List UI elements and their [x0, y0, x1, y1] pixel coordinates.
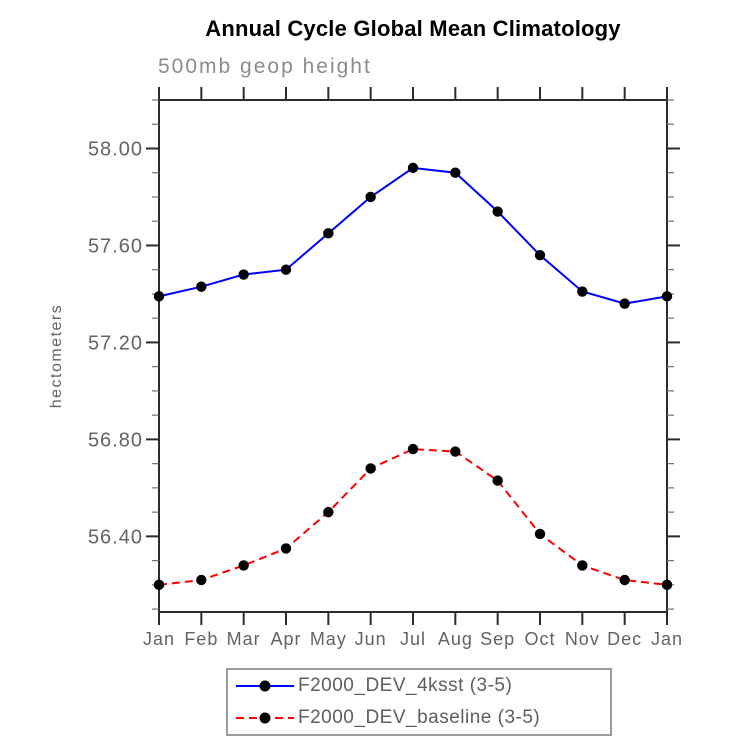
data-point-marker-1: [407, 443, 419, 455]
data-point-marker-0: [323, 228, 334, 239]
plot-frame: [158, 99, 668, 613]
data-point-marker-1: [238, 560, 249, 571]
legend-entry-4ksst: F2000_DEV_4ksst (3-5): [228, 671, 610, 701]
legend-entry-baseline: F2000_DEV_baseline (3-5): [228, 703, 610, 733]
data-point-marker-0: [153, 291, 165, 302]
chart-title: Annual Cycle Global Mean Climatology: [205, 16, 621, 41]
legend-label-baseline: F2000_DEV_baseline (3-5): [298, 706, 541, 728]
y-tick-label: 57.20: [88, 332, 143, 354]
data-point-marker-1: [577, 560, 588, 571]
legend: F2000_DEV_4ksst (3-5) F2000_DEV_baseline…: [226, 668, 612, 736]
data-point-marker-1: [365, 463, 376, 474]
data-point-marker-1: [534, 528, 546, 540]
data-point-marker-1: [280, 543, 292, 554]
data-point-marker-1: [661, 579, 673, 591]
chart-subtitle: 500mb geop height: [158, 55, 372, 78]
y-tick-label: 58.00: [88, 138, 143, 160]
x-tick-label: Dec: [607, 629, 642, 649]
data-point-marker-0: [661, 291, 673, 302]
data-point-marker-0: [534, 249, 546, 261]
series-line-1: [158, 448, 668, 586]
data-point-marker-0: [492, 206, 503, 217]
data-point-marker-0: [365, 191, 376, 203]
data-point-marker-0: [450, 167, 461, 178]
x-tick-label: Jan: [651, 629, 683, 649]
data-point-marker-1: [196, 574, 207, 586]
x-tick-label: Jul: [400, 629, 426, 649]
data-point-marker-0: [577, 286, 588, 297]
x-tick-label: May: [310, 629, 347, 649]
x-tick-label: Aug: [438, 629, 473, 649]
x-tick-label: Mar: [227, 629, 261, 649]
data-point-marker-0: [196, 281, 207, 292]
data-point-marker-1: [492, 475, 503, 486]
x-tick-label: Feb: [184, 629, 218, 649]
data-point-marker-1: [619, 574, 630, 586]
data-point-marker-0: [619, 298, 630, 309]
x-tick-label: Oct: [524, 629, 555, 649]
data-point-marker-1: [323, 506, 334, 518]
x-tick-label: Jun: [355, 629, 387, 649]
data-point-marker-0: [238, 269, 249, 280]
y-tick-label: 57.60: [88, 235, 143, 257]
series-line-0: [158, 166, 668, 305]
data-point-marker-1: [153, 579, 165, 591]
x-tick-label: Jan: [143, 629, 175, 649]
x-tick-label: Nov: [565, 629, 600, 649]
y-tick-label: 56.40: [88, 526, 143, 548]
data-point-marker-1: [450, 446, 461, 457]
data-point-marker-0: [280, 264, 292, 275]
x-tick-label: Apr: [270, 629, 301, 649]
legend-label-4ksst: F2000_DEV_4ksst (3-5): [298, 675, 513, 697]
data-point-marker-0: [407, 162, 419, 174]
y-tick-label: 56.80: [88, 429, 143, 451]
legend-line-solid-blue-icon: [236, 680, 294, 692]
x-tick-label: Sep: [480, 629, 515, 649]
legend-line-dashed-red-icon: [236, 712, 294, 724]
